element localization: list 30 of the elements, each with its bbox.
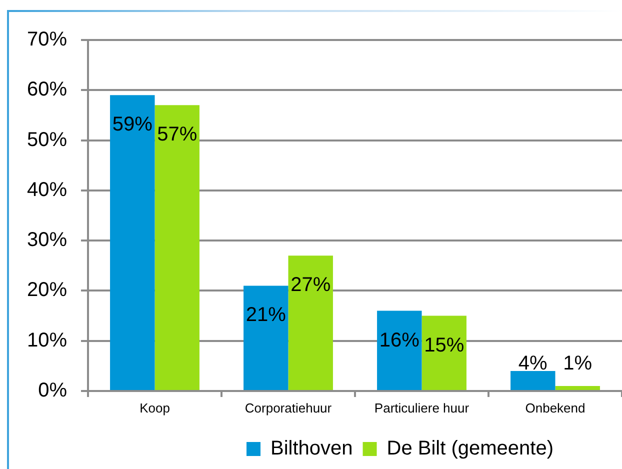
bar xyxy=(555,386,600,390)
data-label: 1% xyxy=(563,352,592,375)
data-label: 15% xyxy=(424,334,464,356)
y-tick-label: 30% xyxy=(26,229,68,252)
x-tick-label: Corporatiehuur xyxy=(244,400,332,416)
legend-label: De Bilt (gemeente) xyxy=(386,438,554,460)
y-tick-label: 70% xyxy=(26,28,68,51)
y-tick-label: 50% xyxy=(26,128,68,151)
y-tick-label: 0% xyxy=(38,380,68,402)
data-label: 57% xyxy=(157,124,198,146)
bar xyxy=(154,105,200,390)
bar xyxy=(288,256,333,390)
bar xyxy=(377,310,422,390)
data-label: 4% xyxy=(518,352,548,375)
data-label: 16% xyxy=(379,329,420,352)
bar xyxy=(510,370,556,390)
legend-label: Bilthoven xyxy=(270,438,353,460)
bar xyxy=(422,316,466,390)
y-tick-label: 20% xyxy=(26,279,68,302)
data-label: 21% xyxy=(246,304,286,326)
bar xyxy=(110,95,155,390)
data-label: 59% xyxy=(112,114,153,136)
bar xyxy=(244,286,288,390)
y-tick-label: 40% xyxy=(26,178,68,201)
x-tick-label: Onbekend xyxy=(525,400,586,416)
x-tick-label: Particuliere huur xyxy=(374,400,470,416)
x-tick-label: Koop xyxy=(140,400,170,416)
data-label: 27% xyxy=(290,274,331,296)
y-tick-label: 60% xyxy=(26,78,68,101)
y-tick-label: 10% xyxy=(26,329,68,352)
